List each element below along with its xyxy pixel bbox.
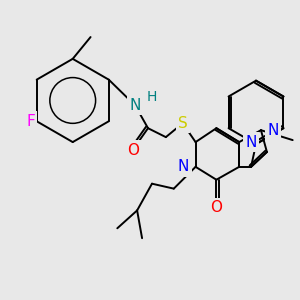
Text: N: N <box>245 135 257 150</box>
Text: N: N <box>267 123 278 138</box>
Text: N: N <box>178 159 189 174</box>
Text: F: F <box>26 114 35 129</box>
Text: S: S <box>178 116 188 131</box>
Text: O: O <box>127 142 139 158</box>
Text: H: H <box>147 91 157 104</box>
Text: N: N <box>130 98 141 113</box>
Text: O: O <box>210 200 222 215</box>
